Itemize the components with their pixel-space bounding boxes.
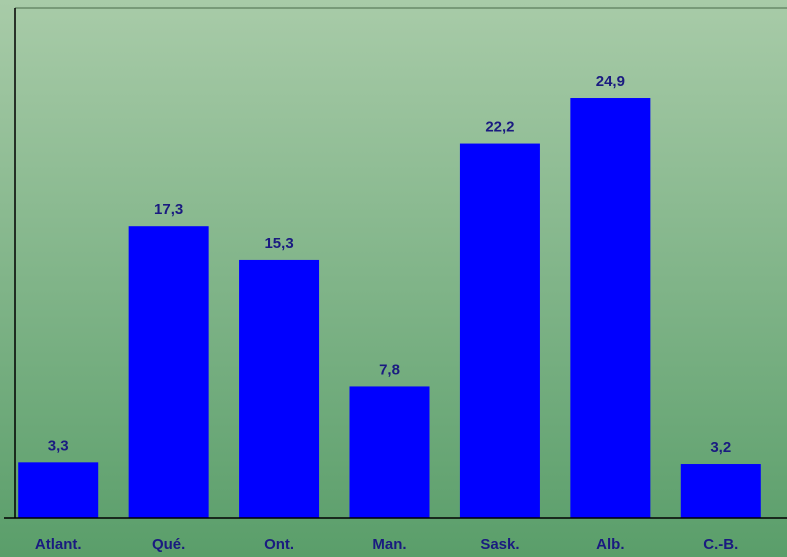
bar xyxy=(680,464,761,518)
x-tick-label: Qué. xyxy=(152,536,185,553)
bar xyxy=(18,462,99,518)
x-tick-label: Alb. xyxy=(596,536,624,553)
x-tick-label: Atlant. xyxy=(35,536,82,553)
value-label: 17,3 xyxy=(154,201,183,218)
value-label: 3,2 xyxy=(710,439,731,456)
x-tick-label: Ont. xyxy=(264,536,294,553)
x-tick-label: C.-B. xyxy=(703,536,738,553)
bar xyxy=(128,226,209,518)
bar xyxy=(349,386,430,518)
x-tick-label: Sask. xyxy=(480,536,519,553)
value-label: 3,3 xyxy=(48,437,69,454)
bar xyxy=(570,98,651,519)
value-label: 15,3 xyxy=(264,235,293,252)
bar xyxy=(459,143,540,518)
x-tick-label: Man. xyxy=(372,536,406,553)
value-label: 24,9 xyxy=(596,73,625,90)
bar xyxy=(239,259,320,518)
value-label: 22,2 xyxy=(485,119,514,136)
value-label: 7,8 xyxy=(379,361,400,378)
